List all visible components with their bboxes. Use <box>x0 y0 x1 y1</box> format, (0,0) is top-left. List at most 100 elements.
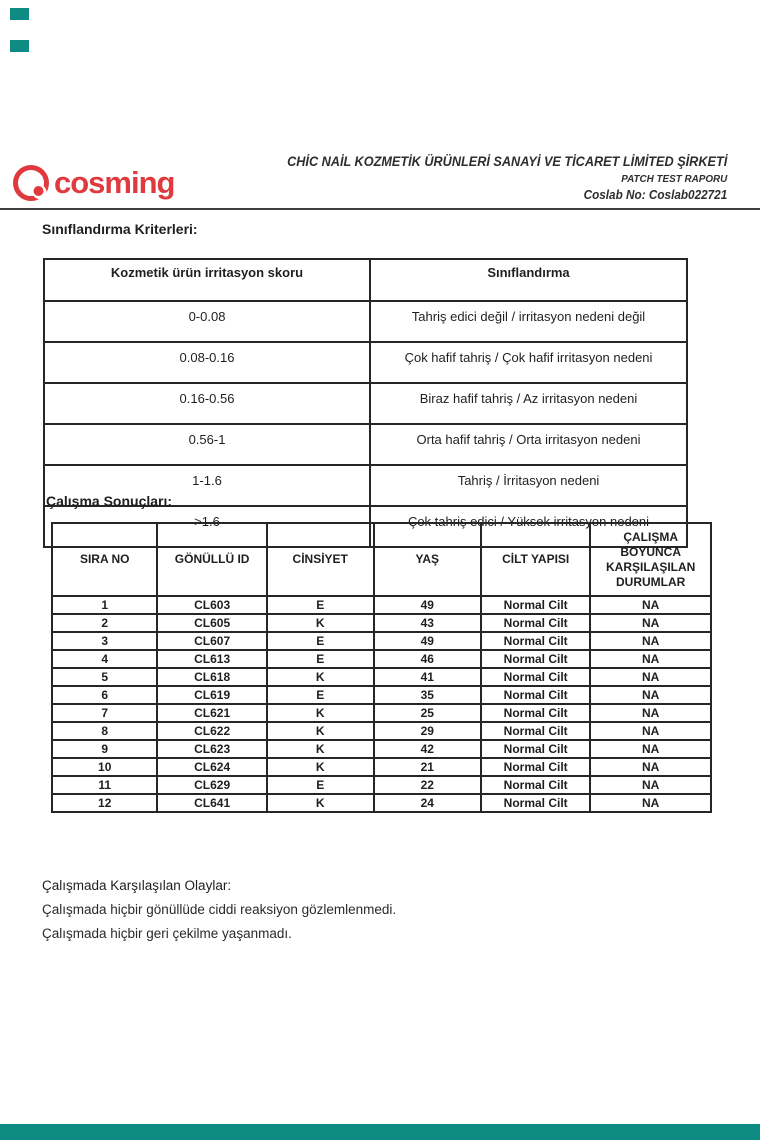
cell-volunteer-id: CL619 <box>156 685 268 705</box>
cell-age: 43 <box>372 613 482 633</box>
cell-age: 42 <box>372 739 482 759</box>
cell-score: 0.16-0.56 <box>43 382 371 425</box>
results-row: 10 CL624 K 21 Normal Cilt NA <box>50 757 712 777</box>
bottom-accent-bar <box>0 1124 760 1140</box>
cosming-logo: cosming <box>10 160 175 204</box>
results-row: 12 CL641 K 24 Normal Cilt NA <box>50 793 712 813</box>
cell-sira-no: 3 <box>50 631 159 651</box>
cell-volunteer-id: CL629 <box>156 775 268 795</box>
col-classification: Sınıflandırma <box>369 258 688 302</box>
col-sira-no: SIRA NO <box>50 522 159 597</box>
logo-text: cosming <box>54 164 175 200</box>
cell-age: 25 <box>372 703 482 723</box>
cell-events: NA <box>589 775 712 795</box>
cell-score: 1-1.6 <box>43 464 371 507</box>
results-row: 9 CL623 K 42 Normal Cilt NA <box>50 739 712 759</box>
cell-sira-no: 5 <box>50 667 159 687</box>
cell-skin-type: Normal Cilt <box>479 775 592 795</box>
events-heading: Çalışmada Karşılaşılan Olaylar: <box>42 878 232 893</box>
cell-volunteer-id: CL603 <box>156 595 268 615</box>
cell-gender: E <box>265 775 375 795</box>
top-accent-bar-1 <box>10 8 29 20</box>
cell-age: 49 <box>372 631 482 651</box>
col-cinsiyet: CİNSİYET <box>265 522 375 597</box>
col-irritation-score: Kozmetik ürün irritasyon skoru <box>43 258 371 302</box>
cell-events: NA <box>589 649 712 669</box>
cell-age: 21 <box>372 757 482 777</box>
cell-sira-no: 2 <box>50 613 159 633</box>
results-row: 3 CL607 E 49 Normal Cilt NA <box>50 631 712 651</box>
cell-skin-type: Normal Cilt <box>479 667 592 687</box>
coslab-number: Coslab No: Coslab022721 <box>583 188 727 202</box>
cell-volunteer-id: CL613 <box>156 649 268 669</box>
cell-events: NA <box>589 757 712 777</box>
cell-sira-no: 7 <box>50 703 159 723</box>
cell-age: 46 <box>372 649 482 669</box>
classification-row: 0-0.08 Tahriş edici değil / irritasyon n… <box>43 300 688 343</box>
cell-gender: K <box>265 739 375 759</box>
classification-row: 1-1.6 Tahriş / İrritasyon nedeni <box>43 464 688 507</box>
cell-skin-type: Normal Cilt <box>479 703 592 723</box>
cell-volunteer-id: CL605 <box>156 613 268 633</box>
cell-volunteer-id: CL618 <box>156 667 268 687</box>
cell-events: NA <box>589 595 712 615</box>
results-row: 11 CL629 E 22 Normal Cilt NA <box>50 775 712 795</box>
cell-sira-no: 10 <box>50 757 159 777</box>
cell-gender: K <box>265 793 375 813</box>
results-row: 8 CL622 K 29 Normal Cilt NA <box>50 721 712 741</box>
cell-skin-type: Normal Cilt <box>479 739 592 759</box>
events-block: Çalışmada Karşılaşılan Olaylar: Çalışmad… <box>42 877 396 949</box>
cell-score: 0-0.08 <box>43 300 371 343</box>
classification-table-body: 0-0.08 Tahriş edici değil / irritasyon n… <box>43 300 688 548</box>
cell-volunteer-id: CL623 <box>156 739 268 759</box>
cell-volunteer-id: CL621 <box>156 703 268 723</box>
results-row: 4 CL613 E 46 Normal Cilt NA <box>50 649 712 669</box>
cell-score: 0.08-0.16 <box>43 341 371 384</box>
col-cilt-yapisi: CİLT YAPISI <box>479 522 592 597</box>
results-table-body: 1 CL603 E 49 Normal Cilt NA 2 CL605 K 43… <box>50 595 712 813</box>
cell-events: NA <box>589 667 712 687</box>
cell-sira-no: 6 <box>50 685 159 705</box>
cell-events: NA <box>589 703 712 723</box>
cell-events: NA <box>589 793 712 813</box>
cell-sira-no: 12 <box>50 793 159 813</box>
events-line-1: Çalışmada hiçbir gönüllüde ciddi reaksiy… <box>42 902 397 917</box>
col-yas: YAŞ <box>372 522 482 597</box>
results-header-row: SIRA NO GÖNÜLLÜ ID CİNSİYET YAŞ CİLT YAP… <box>50 522 712 597</box>
cell-volunteer-id: CL607 <box>156 631 268 651</box>
cell-label: Orta hafif tahriş / Orta irritasyon nede… <box>369 423 688 466</box>
header-divider <box>0 208 760 210</box>
events-line-2: Çalışmada hiçbir geri çekilme yaşanmadı. <box>42 926 292 941</box>
cell-gender: K <box>265 703 375 723</box>
cell-gender: E <box>265 595 375 615</box>
classification-heading: Sınıflandırma Kriterleri: <box>42 221 198 237</box>
cell-skin-type: Normal Cilt <box>479 757 592 777</box>
cell-sira-no: 1 <box>50 595 159 615</box>
cell-skin-type: Normal Cilt <box>479 649 592 669</box>
cell-age: 49 <box>372 595 482 615</box>
cell-skin-type: Normal Cilt <box>479 595 592 615</box>
cell-sira-no: 4 <box>50 649 159 669</box>
results-heading: Çalışma Sonuçları: <box>46 493 173 509</box>
company-name: CHİC NAİL KOZMETİK ÜRÜNLERİ SANAYİ VE Tİ… <box>286 154 727 169</box>
classification-header-row: Kozmetik ürün irritasyon skoru Sınıfland… <box>43 258 688 302</box>
cell-age: 41 <box>372 667 482 687</box>
cell-skin-type: Normal Cilt <box>479 793 592 813</box>
report-type: PATCH TEST RAPORU <box>620 173 727 185</box>
results-row: 7 CL621 K 25 Normal Cilt NA <box>50 703 712 723</box>
cell-volunteer-id: CL622 <box>156 721 268 741</box>
cell-events: NA <box>589 685 712 705</box>
cell-sira-no: 9 <box>50 739 159 759</box>
cosming-ring-icon <box>10 160 52 204</box>
cell-events: NA <box>589 631 712 651</box>
cell-sira-no: 8 <box>50 721 159 741</box>
cell-age: 35 <box>372 685 482 705</box>
cell-label: Çok hafif tahriş / Çok hafif irritasyon … <box>369 341 688 384</box>
cell-age: 22 <box>372 775 482 795</box>
results-row: 2 CL605 K 43 Normal Cilt NA <box>50 613 712 633</box>
cell-gender: K <box>265 757 375 777</box>
top-accent-bar-2 <box>10 40 29 52</box>
cell-score: 0.56-1 <box>43 423 371 466</box>
cell-label: Tahriş / İrritasyon nedeni <box>369 464 688 507</box>
classification-row: 0.56-1 Orta hafif tahriş / Orta irritasy… <box>43 423 688 466</box>
